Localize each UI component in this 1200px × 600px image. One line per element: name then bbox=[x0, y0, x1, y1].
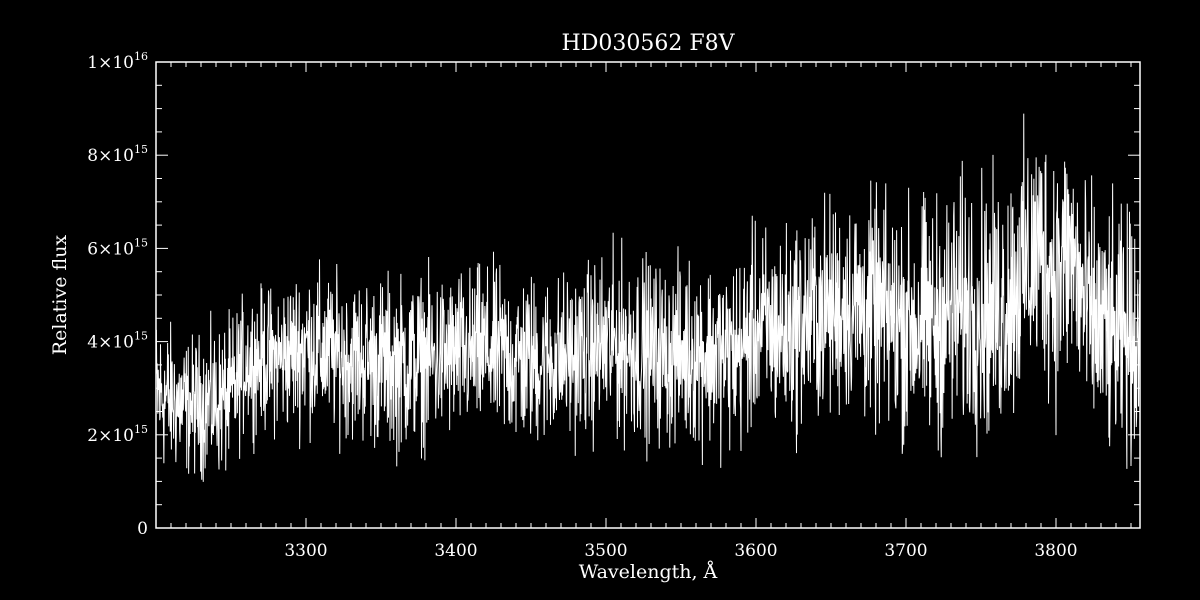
x-tick-label: 3500 bbox=[584, 541, 627, 561]
chart-title: HD030562 F8V bbox=[562, 31, 736, 56]
x-tick-label: 3300 bbox=[284, 541, 327, 561]
y-tick-label: 8×1015 bbox=[87, 143, 148, 166]
x-tick-label: 3600 bbox=[734, 541, 777, 561]
x-tick-label: 3400 bbox=[434, 541, 477, 561]
x-axis-label: Wavelength, Å bbox=[579, 561, 718, 583]
y-tick-label: 0 bbox=[137, 519, 148, 539]
y-tick-label: 6×1015 bbox=[87, 236, 148, 259]
y-axis: 0 2×1015 4×1015 6×1015 8×1015 1×1016 bbox=[87, 50, 1140, 539]
x-axis: 3300 3400 3500 3600 3700 3800 bbox=[155, 62, 1132, 561]
x-tick-label: 3800 bbox=[1034, 541, 1077, 561]
y-tick-label: 1×1016 bbox=[87, 50, 148, 73]
plot-area bbox=[156, 113, 1140, 482]
y-tick-label: 2×1015 bbox=[87, 423, 148, 446]
y-axis-label: Relative flux bbox=[49, 235, 71, 356]
x-tick-label: 3700 bbox=[884, 541, 927, 561]
spectrum-line bbox=[156, 113, 1140, 482]
y-tick-label: 4×1015 bbox=[87, 330, 148, 353]
